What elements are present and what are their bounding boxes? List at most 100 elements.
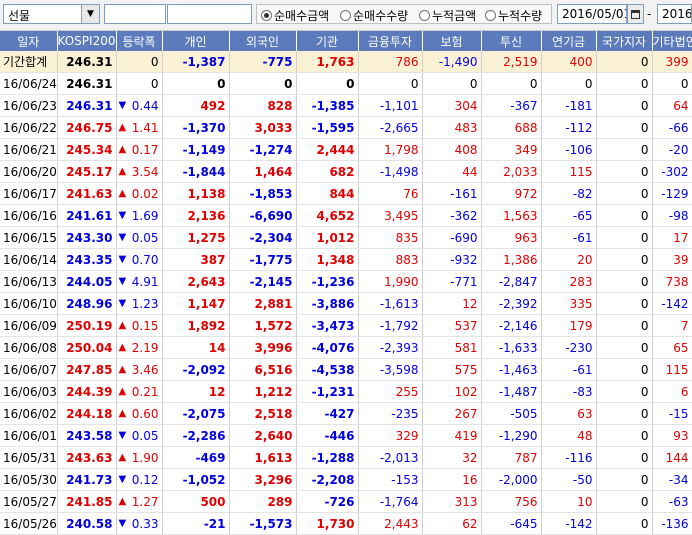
table-row[interactable]: 16/06/03 244.39 ▲ 0.21 12 1,212 -1,231 255 102 -1…	[0, 380, 692, 403]
table-row[interactable]: 16/06/07 247.85 ▲ 3.46 -2,092 6,516 -4,538 -3,5…	[0, 358, 692, 381]
cell-financial-investment: 883	[358, 248, 423, 271]
table-row[interactable]: 16/06/22 246.75 ▲ 1.41 -1,370 3,033 -1,595 -2,6…	[0, 116, 692, 139]
column-header[interactable]: KOSPI200	[57, 31, 117, 51]
cell-institution: 1,348	[296, 248, 359, 271]
column-header[interactable]: 기타법인	[652, 31, 692, 51]
cell-individual: 387	[162, 248, 230, 271]
cell-insurance: 0	[422, 72, 482, 95]
cell-date: 16/05/26	[0, 512, 58, 535]
cell-foreign: 1,464	[229, 160, 297, 183]
cell-government: 0	[596, 512, 653, 535]
cell-date: 16/05/30	[0, 468, 58, 491]
column-header[interactable]: 외국인	[229, 31, 297, 51]
table-row[interactable]: 기간합계 246.31 0 -1,387 -775 1,763 786 -1,490 2,519…	[0, 51, 692, 73]
cell-institution: -3,473	[296, 314, 359, 337]
table-header: 일자KOSPI200등락폭개인외국인기관금융투자보험투신연기금국가지자기타법인	[0, 31, 692, 51]
table-row[interactable]: 16/06/17 241.63 ▲ 0.02 1,138 -1,853 844 76 -161 9…	[0, 182, 692, 205]
cell-institution: -1,236	[296, 270, 359, 293]
cell-change: ▲ 2.19	[116, 336, 163, 359]
cell-other-corporation: -63	[652, 490, 692, 513]
column-header[interactable]: 투신	[481, 31, 542, 51]
table-row[interactable]: 16/06/13 244.05 ▼ 4.91 2,643 -2,145 -1,236 1,99…	[0, 270, 692, 293]
cell-investment-trust: 2,033	[481, 160, 542, 183]
column-header[interactable]: 국가지자	[596, 31, 653, 51]
cell-government: 0	[596, 490, 653, 513]
table-row[interactable]: 16/05/26 240.58 ▼ 0.33 -21 -1,573 1,730 2,443 62…	[0, 512, 692, 535]
radio-net-quantity[interactable]: 순매수수량	[340, 7, 408, 24]
cell-individual: -1,052	[162, 468, 230, 491]
table-row[interactable]: 16/06/01 243.58 ▼ 0.05 -2,286 2,640 -446 329 419…	[0, 424, 692, 447]
table-row[interactable]: 16/06/15 243.30 ▼ 0.05 1,275 -2,304 1,012 835 -6…	[0, 226, 692, 249]
chevron-down-icon[interactable]: ▼	[81, 5, 99, 23]
column-header[interactable]: 개인	[162, 31, 230, 51]
table-row[interactable]: 16/06/16 241.61 ▼ 1.69 2,136 -6,690 4,652 3,495…	[0, 204, 692, 227]
name-input[interactable]	[167, 4, 252, 24]
calendar-button[interactable]	[627, 4, 644, 24]
cell-change: ▲ 0.21	[116, 380, 163, 403]
radio-net-amount[interactable]: 순매수금액	[261, 7, 329, 24]
cell-government: 0	[596, 314, 653, 337]
radio-cum-quantity[interactable]: 누적수량	[485, 7, 542, 24]
table-row[interactable]: 16/06/14 243.35 ▼ 0.70 387 -1,775 1,348 883 -932…	[0, 248, 692, 271]
cell-insurance: 575	[422, 358, 482, 381]
table-row[interactable]: 16/06/24 246.31 0 0 0 0 0 0 0 0 0 0	[0, 72, 692, 95]
cell-kospi200: 243.35	[57, 248, 117, 271]
cell-institution: -446	[296, 424, 359, 447]
table-row[interactable]: 16/05/30 241.73 ▼ 0.12 -1,052 3,296 -2,208 -153…	[0, 468, 692, 491]
code-input[interactable]	[104, 4, 166, 24]
cell-other-corporation: 65	[652, 336, 692, 359]
column-header[interactable]: 금융투자	[358, 31, 423, 51]
date-to-input[interactable]: 2016/	[657, 4, 692, 24]
table-row[interactable]: 16/05/27 241.85 ▲ 1.27 500 289 -726 -1,764 313 75…	[0, 490, 692, 513]
cell-government: 0	[596, 468, 653, 491]
triangle-up-icon: ▲	[118, 386, 127, 397]
cell-insurance: 102	[422, 380, 482, 403]
cell-change-value: 0.70	[131, 252, 159, 267]
cell-change: 0	[116, 72, 163, 95]
cell-insurance: 267	[422, 402, 482, 425]
cell-foreign: 1,613	[229, 446, 297, 469]
cell-institution: -4,076	[296, 336, 359, 359]
cell-change-value: 0.05	[131, 230, 159, 245]
column-header[interactable]: 보험	[422, 31, 482, 51]
cell-financial-investment: -153	[358, 468, 423, 491]
table-row[interactable]: 16/06/08 250.04 ▲ 2.19 14 3,996 -4,076 -2,393 58…	[0, 336, 692, 359]
date-from-input[interactable]: 2016/05/01	[557, 4, 627, 24]
triangle-up-icon: ▲	[118, 320, 127, 331]
cell-pension-fund: 0	[541, 72, 597, 95]
triangle-up-icon: ▲	[118, 342, 127, 353]
table-row[interactable]: 16/06/23 246.31 ▼ 0.44 492 828 -1,385 -1,101 304…	[0, 94, 692, 117]
table-row[interactable]: 16/06/02 244.18 ▲ 0.60 -2,075 2,518 -427 -235 26…	[0, 402, 692, 425]
table-row[interactable]: 16/06/09 250.19 ▲ 0.15 1,892 1,572 -3,473 -1,79…	[0, 314, 692, 337]
cell-kospi200: 241.73	[57, 468, 117, 491]
cell-insurance: -690	[422, 226, 482, 249]
cell-change-value: 0.60	[131, 406, 159, 421]
cell-investment-trust: 0	[481, 72, 542, 95]
cell-change-value: 0.05	[131, 428, 159, 443]
cell-date: 16/06/03	[0, 380, 58, 403]
cell-change: ▲ 0.60	[116, 402, 163, 425]
cell-financial-investment: -1,498	[358, 160, 423, 183]
cell-individual: 1,275	[162, 226, 230, 249]
cell-pension-fund: -112	[541, 116, 597, 139]
cell-government: 0	[596, 380, 653, 403]
column-header[interactable]: 등락폭	[116, 31, 163, 51]
table-row[interactable]: 16/05/31 243.63 ▲ 1.90 -469 1,613 -1,288 -2,013…	[0, 446, 692, 469]
radio-cum-amount[interactable]: 누적금액	[419, 7, 476, 24]
triangle-down-icon: ▼	[118, 474, 127, 485]
cell-other-corporation: 399	[652, 51, 692, 73]
cell-insurance: 62	[422, 512, 482, 535]
column-header[interactable]: 연기금	[541, 31, 597, 51]
cell-change-value: 0.17	[131, 142, 159, 157]
cell-change: ▲ 1.90	[116, 446, 163, 469]
table-row[interactable]: 16/06/21 245.34 ▲ 0.17 -1,149 -1,274 2,444 1,79…	[0, 138, 692, 161]
column-header[interactable]: 일자	[0, 31, 58, 51]
table-row[interactable]: 16/06/20 245.17 ▲ 3.54 -1,844 1,464 682 -1,498 4…	[0, 160, 692, 183]
cell-date: 16/06/10	[0, 292, 58, 315]
cell-date: 16/06/09	[0, 314, 58, 337]
column-header[interactable]: 기관	[296, 31, 359, 51]
cell-change-value: 0.15	[131, 318, 159, 333]
cell-financial-investment: 1,798	[358, 138, 423, 161]
table-row[interactable]: 16/06/10 248.96 ▼ 1.23 1,147 2,881 -3,886 -1,61…	[0, 292, 692, 315]
market-select[interactable]: 선물 ▼	[3, 4, 100, 24]
